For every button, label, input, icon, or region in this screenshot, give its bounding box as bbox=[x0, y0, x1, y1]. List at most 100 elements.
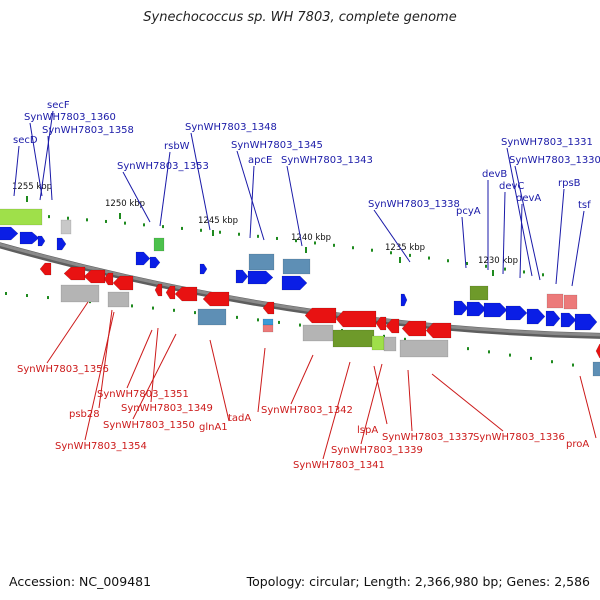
scale-tick-label: 1245 kbp bbox=[198, 216, 238, 226]
forward-gene-label: SynWH7803_1360 bbox=[24, 112, 116, 123]
cds-feature-box bbox=[383, 336, 397, 352]
lower-scale-dot bbox=[194, 311, 196, 315]
forward-gene-arrow bbox=[199, 263, 208, 275]
reverse-gene-arrow bbox=[375, 316, 387, 331]
cds-feature-box bbox=[262, 324, 274, 333]
cds-feature-box bbox=[332, 329, 375, 348]
reverse-gene-arrow bbox=[39, 262, 52, 276]
forward-label-leader bbox=[506, 147, 533, 277]
reverse-gene-label: glnA1 bbox=[199, 422, 228, 433]
forward-gene-arrow bbox=[19, 231, 40, 245]
reverse-gene-label: SynWH7803_1342 bbox=[261, 405, 353, 416]
reverse-label-leader bbox=[407, 369, 413, 432]
cds-feature-box bbox=[60, 284, 100, 303]
upper-scale-dot bbox=[466, 261, 468, 265]
cds-feature-box bbox=[107, 291, 130, 308]
scale-tick-label: 1240 kbp bbox=[291, 233, 331, 243]
cds-feature-box bbox=[153, 237, 165, 252]
upper-scale-dot bbox=[219, 230, 221, 234]
reverse-gene-arrow bbox=[401, 320, 427, 337]
forward-label-leader bbox=[159, 151, 171, 227]
lower-scale-dot bbox=[131, 304, 133, 308]
cds-feature-box bbox=[546, 293, 564, 309]
lower-scale-dot bbox=[551, 360, 553, 364]
reverse-gene-label: SynWH7803_1336 bbox=[473, 432, 565, 443]
reverse-label-leader bbox=[84, 311, 115, 441]
forward-gene-arrow bbox=[466, 301, 487, 317]
forward-label-leader bbox=[571, 210, 585, 287]
forward-gene-label: secD bbox=[13, 135, 38, 146]
reverse-gene-arrow bbox=[385, 318, 400, 334]
cds-feature-box bbox=[60, 219, 72, 235]
forward-gene-label: tsf bbox=[578, 200, 591, 211]
upper-scale-dot bbox=[105, 219, 107, 223]
forward-gene-label: SynWH7803_1343 bbox=[281, 155, 373, 166]
scale-tick-mark bbox=[399, 257, 401, 263]
forward-gene-label: rsbW bbox=[164, 141, 190, 152]
reverse-gene-label: SynWH7803_1356 bbox=[17, 364, 109, 375]
forward-gene-arrow bbox=[560, 312, 577, 328]
cds-feature-box bbox=[592, 361, 600, 377]
forward-gene-arrow bbox=[235, 269, 249, 284]
cds-feature-box bbox=[469, 285, 489, 301]
forward-label-leader bbox=[461, 216, 467, 269]
forward-gene-label: SynWH7803_1331 bbox=[501, 137, 593, 148]
upper-scale-dot bbox=[390, 251, 392, 255]
cds-feature-box bbox=[371, 335, 385, 351]
forward-label-leader bbox=[286, 165, 303, 247]
upper-scale-dot bbox=[333, 243, 335, 247]
reverse-label-leader bbox=[209, 339, 230, 422]
reverse-gene-arrow bbox=[425, 322, 452, 339]
reverse-gene-label: SynWH7803_1349 bbox=[121, 403, 213, 414]
upper-scale-dot bbox=[371, 248, 373, 252]
forward-label-leader bbox=[519, 203, 523, 279]
forward-label-leader bbox=[514, 165, 541, 281]
forward-label-leader bbox=[249, 165, 255, 239]
forward-label-leader bbox=[373, 209, 411, 263]
reverse-label-leader bbox=[373, 365, 388, 425]
upper-scale-dot bbox=[523, 270, 525, 274]
upper-scale-dot bbox=[485, 264, 487, 268]
forward-gene-label: SynWH7803_1338 bbox=[368, 199, 460, 210]
upper-scale-dot bbox=[67, 216, 69, 220]
reverse-gene-label: SynWH7803_1337 bbox=[382, 432, 474, 443]
reverse-label-leader bbox=[579, 375, 597, 439]
scale-tick-mark bbox=[119, 213, 121, 219]
forward-gene-arrow bbox=[56, 237, 67, 251]
reverse-gene-label: tadA bbox=[228, 413, 251, 424]
reverse-gene-label: SynWH7803_1354 bbox=[55, 441, 147, 452]
forward-label-leader bbox=[555, 188, 565, 285]
forward-gene-arrow bbox=[149, 256, 161, 269]
upper-scale-dot bbox=[276, 236, 278, 240]
scale-tick-mark bbox=[26, 196, 28, 202]
lower-scale-dot bbox=[152, 306, 154, 310]
cds-feature-box bbox=[0, 208, 43, 226]
scale-tick-label: 1250 kbp bbox=[105, 199, 145, 209]
forward-gene-arrow bbox=[545, 310, 561, 327]
lower-scale-dot bbox=[467, 347, 469, 351]
reverse-gene-label: SynWH7803_1341 bbox=[293, 460, 385, 471]
upper-scale-dot bbox=[447, 259, 449, 263]
reverse-gene-arrow bbox=[83, 269, 106, 284]
cds-feature-box bbox=[262, 318, 274, 326]
reverse-label-leader bbox=[98, 309, 113, 409]
forward-gene-label: pcyA bbox=[456, 206, 481, 217]
forward-gene-arrow bbox=[400, 293, 408, 307]
forward-gene-arrow bbox=[453, 300, 469, 316]
forward-gene-label: rpsB bbox=[558, 178, 581, 189]
reverse-gene-label: SynWH7803_1339 bbox=[331, 445, 423, 456]
upper-scale-dot bbox=[162, 225, 164, 229]
forward-gene-label: SynWH7803_1358 bbox=[42, 125, 134, 136]
forward-gene-label: SynWH7803_1353 bbox=[117, 161, 209, 172]
lower-scale-dot bbox=[299, 323, 301, 327]
accession-text: Accession: NC_009481 bbox=[9, 574, 152, 589]
forward-gene-arrow bbox=[574, 313, 598, 331]
lower-scale-dot bbox=[530, 356, 532, 360]
upper-scale-dot bbox=[200, 228, 202, 232]
reverse-label-leader bbox=[290, 354, 314, 405]
forward-label-leader bbox=[39, 110, 54, 201]
reverse-gene-label: lspA bbox=[357, 425, 378, 436]
scale-tick-label: 1230 kbp bbox=[478, 256, 518, 266]
forward-gene-arrow bbox=[37, 235, 46, 247]
forward-gene-label: devA bbox=[516, 193, 541, 204]
